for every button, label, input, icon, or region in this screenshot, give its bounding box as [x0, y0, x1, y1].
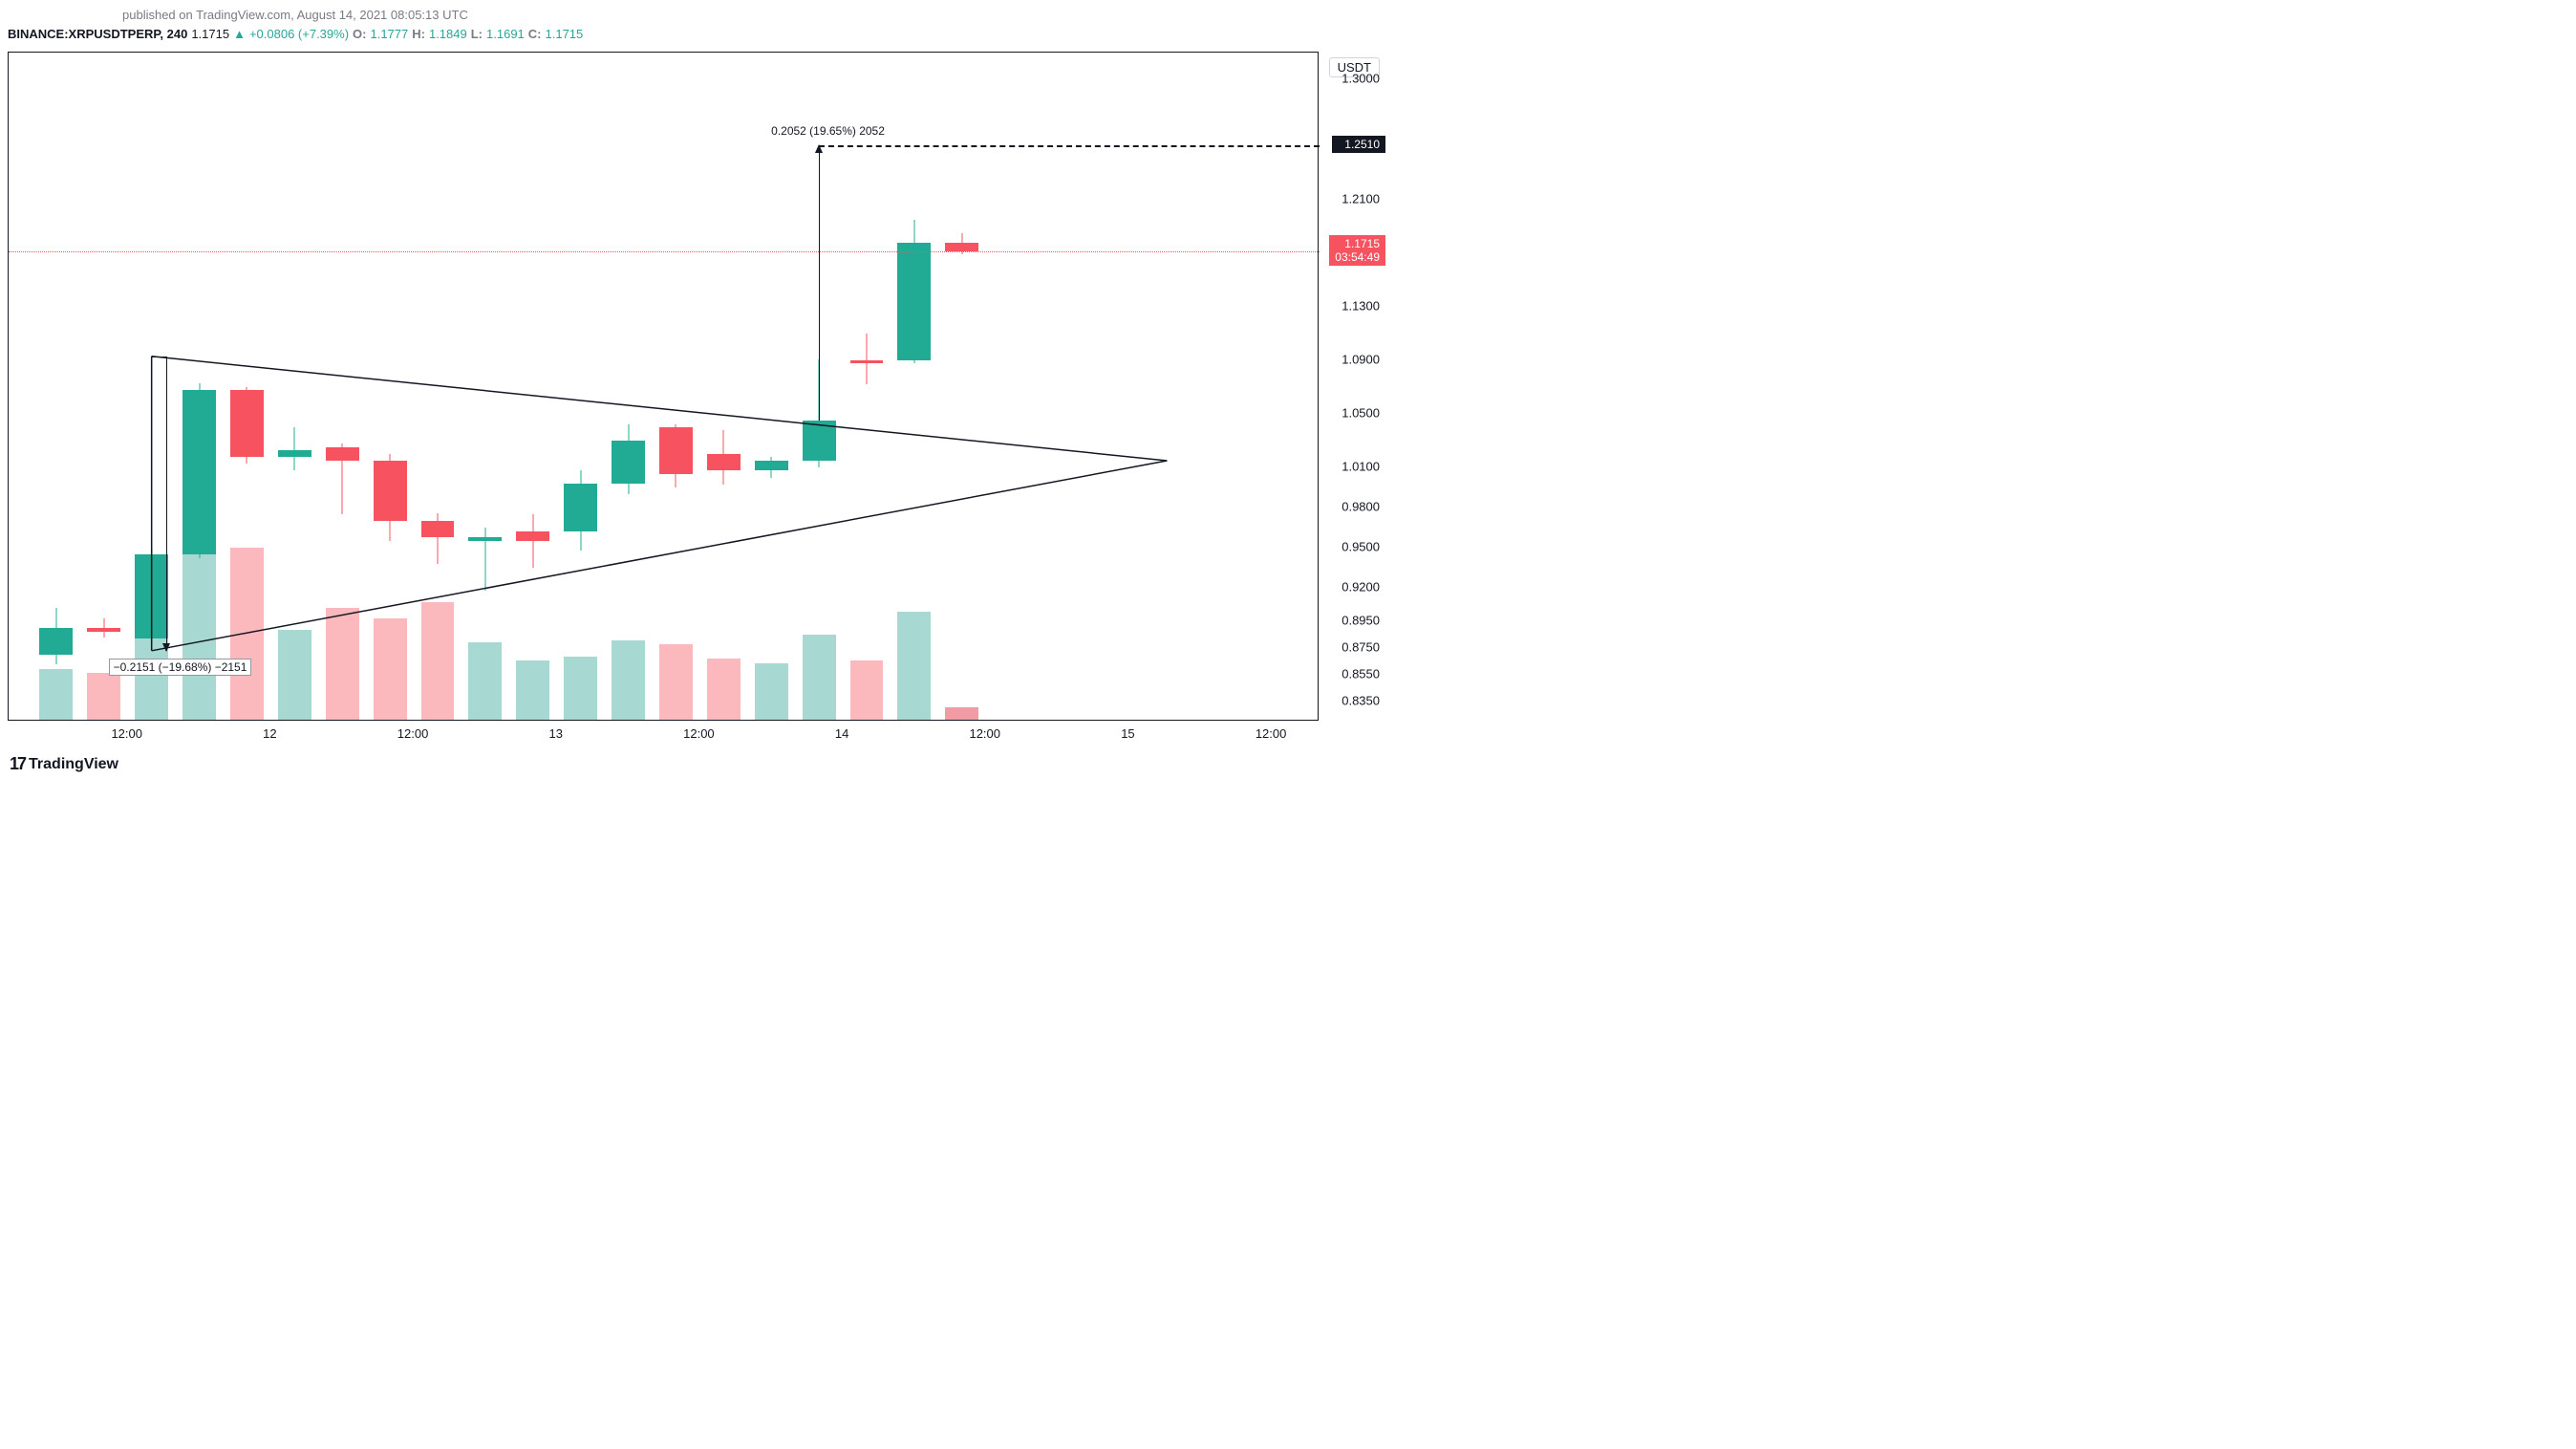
chart-area[interactable]: −0.2151 (−19.68%) −2151 0.2052 (19.65%) 2… — [8, 52, 1319, 721]
y-tick: 0.8950 — [1342, 614, 1380, 628]
candle — [182, 383, 216, 558]
volume-bar — [39, 669, 73, 720]
candle — [421, 513, 455, 564]
x-tick: 15 — [1121, 726, 1134, 741]
y-tick: 0.9500 — [1342, 540, 1380, 554]
o-value: 1.1777 — [370, 27, 408, 41]
volume-bar — [326, 608, 359, 720]
y-tick: 1.0500 — [1342, 406, 1380, 421]
h-label: H: — [412, 27, 425, 41]
h-line — [9, 251, 1320, 252]
y-tick: 0.9800 — [1342, 500, 1380, 514]
candle — [278, 427, 311, 470]
published-text: published on TradingView.com, August 14,… — [122, 8, 468, 22]
measure-label: 0.2052 (19.65%) 2052 — [771, 124, 885, 138]
x-tick: 12:00 — [397, 726, 429, 741]
x-tick: 12:00 — [111, 726, 142, 741]
volume-bar — [803, 635, 836, 720]
volume-bar — [659, 644, 693, 720]
candle — [87, 618, 120, 638]
y-axis[interactable]: USDT 1.30001.21001.13001.09001.05001.010… — [1320, 52, 1387, 721]
candle — [39, 608, 73, 664]
x-tick: 12:00 — [1256, 726, 1287, 741]
candle — [897, 220, 931, 363]
l-value: 1.1691 — [486, 27, 525, 41]
candle — [564, 470, 597, 551]
h-value: 1.1849 — [429, 27, 467, 41]
volume-bar — [755, 663, 788, 720]
volume-bar — [516, 660, 549, 720]
volume-bar — [374, 618, 407, 720]
price-tag: 1.2510 — [1332, 136, 1385, 153]
logo-text: TradingView — [29, 756, 118, 773]
o-label: O: — [353, 27, 366, 41]
measure-label: −0.2151 (−19.68%) −2151 — [109, 659, 252, 676]
y-tick: 0.8550 — [1342, 667, 1380, 681]
up-triangle-icon: ▲ — [233, 27, 246, 41]
candle — [516, 514, 549, 568]
candle — [326, 443, 359, 514]
measure-arrow — [819, 145, 820, 421]
change: +0.0806 (+7.39%) — [249, 27, 349, 41]
x-axis: 12:00 12 12:00 13 12:00 14 12:00 15 12:00 — [8, 726, 1319, 746]
volume-bar — [612, 640, 645, 720]
candle — [374, 454, 407, 541]
y-tick: 0.8750 — [1342, 640, 1380, 655]
y-tick: 1.0900 — [1342, 353, 1380, 367]
y-tick: 0.9200 — [1342, 580, 1380, 595]
candle — [707, 430, 741, 485]
candle — [468, 528, 502, 591]
volume-bar — [278, 630, 311, 721]
y-tick: 0.8350 — [1342, 694, 1380, 708]
last-price: 1.1715 — [191, 27, 229, 41]
c-label: C: — [528, 27, 542, 41]
volume-bar — [897, 612, 931, 720]
y-tick: 1.2100 — [1342, 192, 1380, 206]
volume-bar — [850, 660, 884, 720]
candle — [755, 457, 788, 478]
volume-bar — [707, 659, 741, 720]
symbol-info-bar: BINANCE:XRPUSDTPERP, 240 1.1715 ▲ +0.080… — [8, 27, 583, 41]
candle — [612, 424, 645, 494]
x-tick: 12 — [263, 726, 276, 741]
price-tag: 1.171503:54:49 — [1329, 235, 1385, 266]
x-tick: 12:00 — [969, 726, 1000, 741]
volume-bar — [421, 602, 455, 720]
candle — [135, 548, 168, 644]
tradingview-logo: 17 TradingView — [10, 754, 118, 774]
x-tick: 13 — [549, 726, 563, 741]
volume-bar — [87, 673, 120, 720]
c-value: 1.1715 — [546, 27, 584, 41]
symbol: BINANCE:XRPUSDTPERP, 240 — [8, 27, 187, 41]
volume-bar — [182, 539, 216, 720]
logo-mark-icon: 17 — [10, 754, 25, 774]
volume-bar — [230, 548, 264, 720]
x-tick: 14 — [835, 726, 848, 741]
y-tick: 1.1300 — [1342, 299, 1380, 314]
measure-arrow — [166, 357, 167, 651]
h-line — [819, 145, 1320, 147]
volume-bar — [564, 657, 597, 720]
volume-bar — [945, 707, 978, 720]
candle — [659, 424, 693, 487]
candle — [230, 387, 264, 464]
candle — [850, 334, 884, 384]
l-label: L: — [471, 27, 483, 41]
volume-bar — [468, 642, 502, 720]
y-tick: 1.3000 — [1342, 72, 1380, 86]
x-tick: 12:00 — [683, 726, 715, 741]
y-tick: 1.0100 — [1342, 460, 1380, 474]
